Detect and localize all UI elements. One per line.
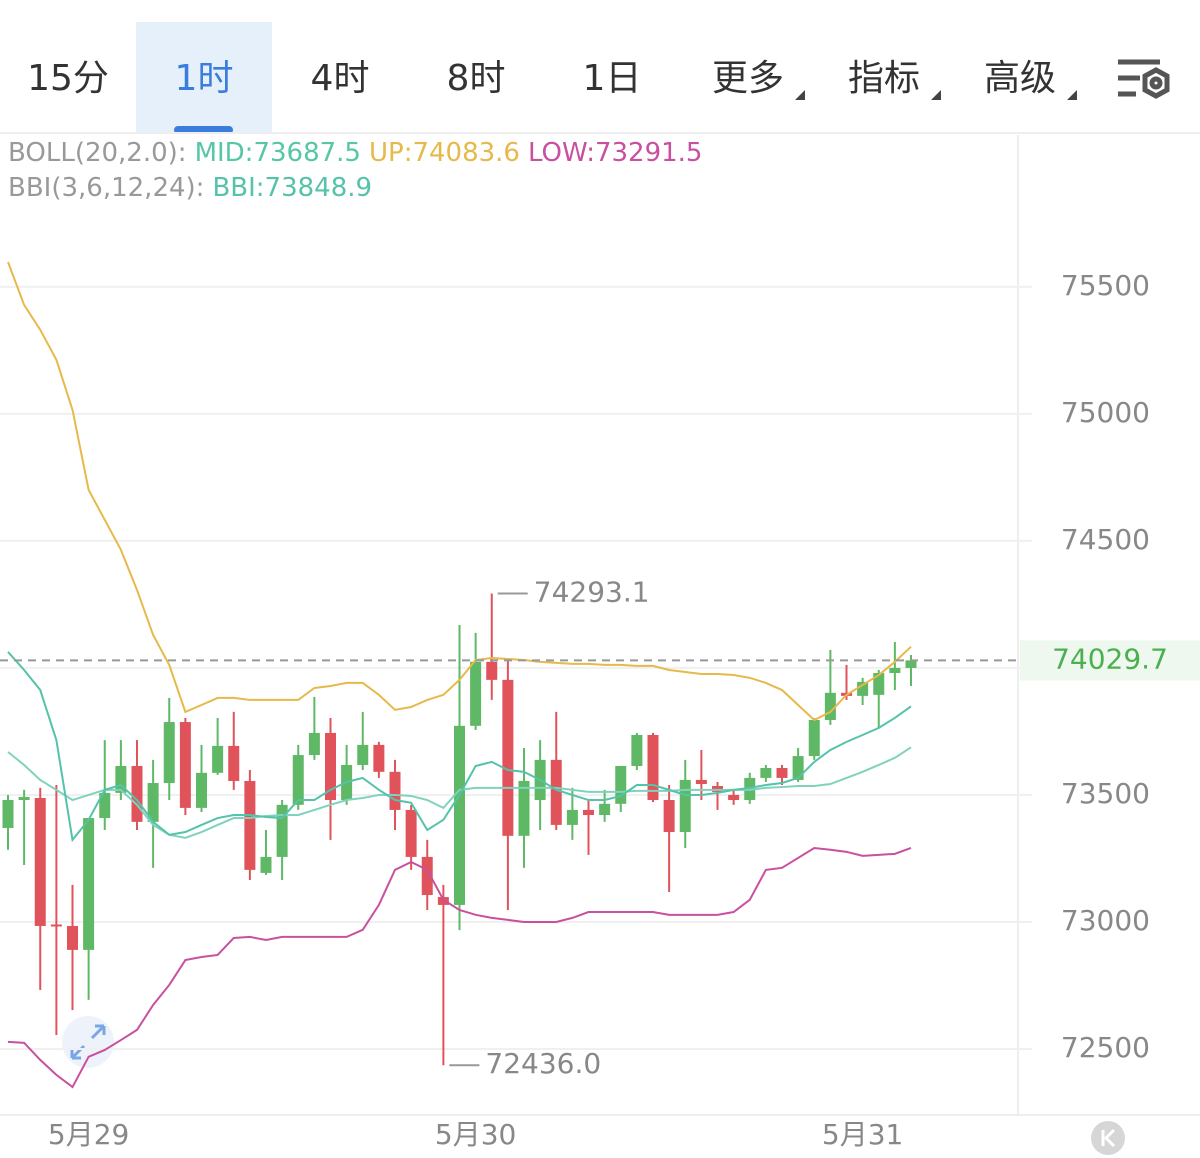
- candle-body: [599, 803, 611, 816]
- back-to-latest-icon[interactable]: [1091, 1121, 1125, 1155]
- candle-body: [373, 744, 385, 772]
- candle-body: [792, 756, 804, 780]
- legend-name: LOW:: [528, 138, 595, 168]
- candle-body: [566, 809, 578, 825]
- y-tick-label: 73000: [1061, 904, 1150, 937]
- indicator-line: [7, 846, 912, 1089]
- selected-tab-bg: [136, 22, 272, 133]
- last-price-label: 74029.7: [1052, 642, 1168, 675]
- tab[interactable]: 8时: [447, 58, 506, 99]
- candle-body: [889, 667, 901, 674]
- candle-body: [405, 809, 417, 857]
- indicator-line: [7, 746, 912, 839]
- y-tick-label: 75000: [1061, 396, 1150, 429]
- high-label: 74293.1: [534, 575, 650, 608]
- dropdown-arrow: [795, 90, 805, 100]
- candle-body: [663, 800, 675, 833]
- indicator-legend: BBI(3,6,12,24): BBI:73848.9: [8, 173, 372, 203]
- candle-body: [550, 759, 562, 825]
- candle-body: [357, 744, 369, 765]
- candle-body: [454, 725, 465, 905]
- tab[interactable]: 1日: [583, 58, 642, 99]
- candle-body: [389, 771, 401, 810]
- candle-body: [760, 768, 772, 778]
- candle-body: [260, 856, 272, 873]
- legend-value: 74083.6: [412, 138, 520, 168]
- candle-body: [631, 734, 643, 766]
- candle-body: [421, 856, 433, 896]
- candle-body: [2, 800, 14, 828]
- candle-body: [83, 818, 95, 950]
- indicator-line: [7, 261, 912, 722]
- tab[interactable]: 4时: [311, 58, 370, 99]
- candle-body: [824, 692, 836, 721]
- candle-body: [276, 804, 288, 857]
- candle-body: [857, 681, 869, 696]
- candle-body: [115, 765, 127, 793]
- legend-value: 73687.5: [253, 138, 361, 168]
- legend-name: MID:: [195, 138, 254, 168]
- low-label: 72436.0: [485, 1047, 601, 1080]
- x-tick-label: 5月29: [48, 1118, 129, 1151]
- candle-body: [147, 782, 159, 822]
- candle-body: [325, 732, 336, 801]
- candle-body: [808, 720, 820, 757]
- candle-body: [18, 796, 30, 801]
- candle-body: [196, 772, 207, 808]
- candle-body: [212, 745, 224, 773]
- candle-body: [292, 755, 304, 805]
- y-tick-label: 73500: [1061, 777, 1150, 810]
- candle-body: [131, 765, 143, 822]
- candle-body: [615, 765, 627, 804]
- candle-body: [647, 734, 659, 801]
- indicator-title: BBI(3,6,12,24):: [8, 173, 204, 203]
- legend-name: UP:: [369, 138, 412, 168]
- indicator-title: BOLL(20,2.0):: [8, 138, 187, 168]
- candle-body: [244, 780, 256, 870]
- x-tick-label: 5月31: [822, 1118, 903, 1151]
- y-tick-label: 72500: [1061, 1031, 1150, 1064]
- candle-body: [905, 660, 917, 668]
- candle-body: [99, 792, 111, 819]
- candle-body: [308, 732, 320, 756]
- indicator-legend: BOLL(20,2.0): MID:73687.5 UP:74083.6 LOW:73…: [8, 138, 702, 168]
- legend-value: 73291.5: [595, 138, 703, 168]
- tab[interactable]: 指标: [848, 58, 920, 99]
- candle-body: [163, 722, 175, 783]
- candle-body: [873, 673, 885, 695]
- candle-body: [486, 661, 498, 680]
- candle-body: [50, 924, 62, 927]
- candle-body: [583, 809, 594, 816]
- indicator-line: [7, 651, 912, 843]
- tab[interactable]: 15分: [27, 58, 109, 99]
- tab[interactable]: 更多: [712, 58, 784, 99]
- legend-name: BBI:: [212, 173, 264, 203]
- legend-value: 73848.9: [265, 173, 373, 203]
- tab[interactable]: 1时: [175, 58, 234, 99]
- candle-body: [776, 768, 788, 778]
- candle-body: [34, 797, 46, 927]
- candle-body: [470, 661, 482, 726]
- candle-body: [679, 779, 691, 833]
- candle-body: [179, 722, 191, 808]
- candle-body: [518, 780, 530, 836]
- y-tick-label: 74500: [1061, 523, 1150, 556]
- tab[interactable]: 高级: [984, 58, 1056, 99]
- y-tick-label: 75500: [1061, 269, 1150, 302]
- dropdown-arrow: [931, 90, 941, 100]
- candle-body: [728, 794, 740, 801]
- candle-body: [695, 779, 707, 785]
- candle-body: [67, 926, 78, 950]
- candle-body: [228, 745, 240, 781]
- last-price-bg: [1020, 640, 1200, 681]
- dropdown-arrow: [1067, 90, 1077, 100]
- settings-icon[interactable]: [1118, 59, 1170, 99]
- expand-icon[interactable]: [62, 1016, 114, 1068]
- x-tick-label: 5月30: [435, 1118, 516, 1151]
- candle-body: [502, 679, 514, 836]
